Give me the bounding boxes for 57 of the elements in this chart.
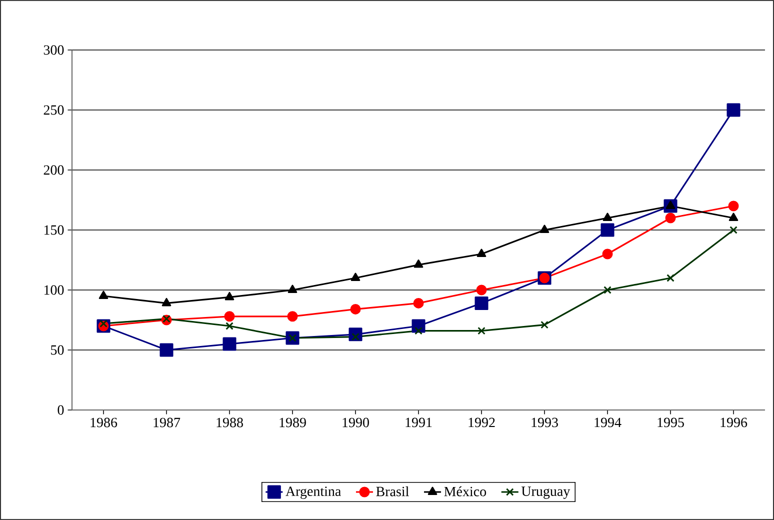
x-tick-label: 1988 <box>216 418 243 428</box>
point <box>352 332 360 341</box>
point <box>730 226 738 234</box>
x-tick-label: 1993 <box>532 418 558 428</box>
point <box>350 272 360 281</box>
legend-label: México <box>444 486 486 496</box>
y-tick-label: 100 <box>44 285 64 295</box>
point <box>222 337 236 351</box>
point <box>474 296 488 310</box>
point <box>666 274 674 282</box>
point <box>666 200 676 209</box>
point <box>288 284 298 293</box>
x-tick-label: 1992 <box>468 418 495 428</box>
x-tick-label: 1995 <box>658 418 684 428</box>
point <box>288 334 296 342</box>
point <box>414 326 422 335</box>
legend-label: Argentina <box>286 486 341 499</box>
point <box>540 224 550 233</box>
point <box>414 260 424 268</box>
point <box>478 326 486 335</box>
y-tick-label: 250 <box>44 105 64 115</box>
point <box>226 322 234 330</box>
point <box>287 311 298 322</box>
point <box>602 212 612 221</box>
point <box>540 320 548 329</box>
y-tick-label: 300 <box>44 45 64 55</box>
point <box>600 223 614 237</box>
point <box>728 212 738 221</box>
y-tick-label: 200 <box>44 165 64 175</box>
x-tick-label: 1989 <box>280 418 306 428</box>
point <box>726 103 740 117</box>
x-tick-label: 1986 <box>90 418 118 428</box>
point <box>476 248 486 257</box>
legend-label: Uruguay <box>521 486 570 499</box>
point <box>728 200 739 212</box>
point <box>665 212 676 224</box>
point <box>162 298 172 306</box>
x-tick-label: 1996 <box>720 418 748 428</box>
x-tick-label: 1994 <box>594 418 622 428</box>
y-tick-label: 0 <box>58 405 64 415</box>
point <box>162 314 170 323</box>
x-tick-label: 1990 <box>342 418 369 428</box>
point <box>224 311 235 322</box>
point <box>604 286 612 294</box>
point <box>224 292 234 300</box>
point <box>160 343 174 357</box>
legend-label: Brasil <box>376 486 409 496</box>
point <box>602 248 613 260</box>
x-tick-label: 1987 <box>154 418 180 428</box>
point <box>350 304 361 314</box>
point <box>98 290 108 299</box>
y-tick-label: 150 <box>44 225 64 235</box>
point <box>413 298 424 308</box>
y-tick-label: 50 <box>51 345 64 355</box>
x-tick-label: 1991 <box>406 418 432 428</box>
point <box>476 284 487 296</box>
point <box>100 320 108 328</box>
